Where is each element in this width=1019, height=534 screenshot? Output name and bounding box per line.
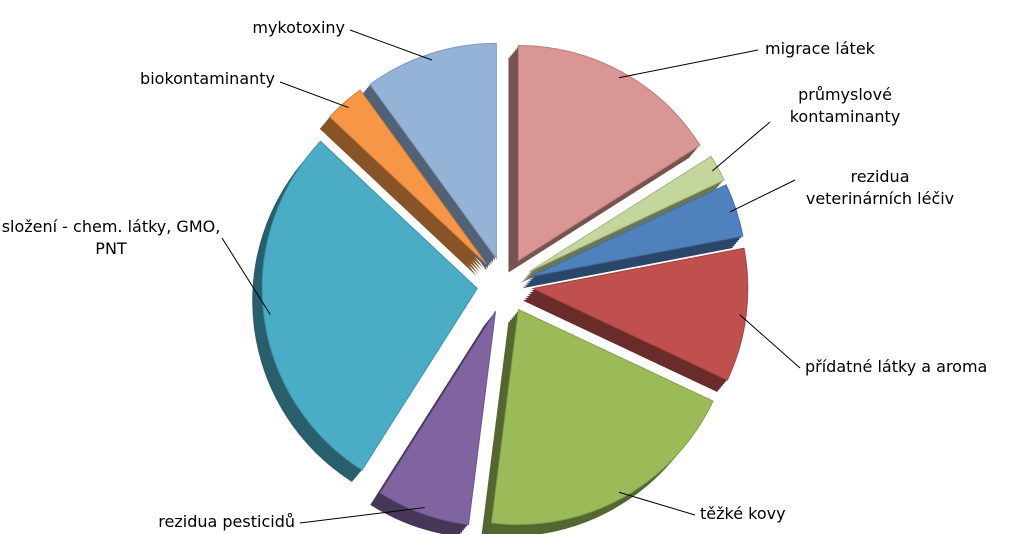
slice-label: mykotoxiny [252,18,345,37]
leader-line [279,81,349,109]
slice-label: těžké kovy [700,504,786,523]
leader-line [349,29,433,61]
slice [517,44,701,262]
slice [379,311,497,526]
leader-line [739,314,801,369]
slice [369,42,497,260]
slice-label: biokontaminanty [140,69,275,88]
slice-label: průmyslové kontaminanty [789,85,901,126]
slice-label: migrace látek [765,39,875,58]
leader-line [221,237,271,315]
slice [529,155,725,272]
slice-label: přídatné látky a aroma [805,357,988,376]
leader-line [618,49,759,79]
slice-label: rezidua pesticidů [158,512,295,531]
slice [531,247,749,381]
leader-line [618,491,696,516]
slice [531,184,744,277]
slice [261,140,478,471]
leader-line [729,179,796,213]
slice [329,89,487,265]
slice-label: rezidua veterinárních léčiv [805,167,955,208]
slice [490,308,714,526]
leader-line [299,507,425,524]
leader-line [711,121,771,172]
slice-label: složení - chem. látky, GMO, PNT [1,217,221,258]
